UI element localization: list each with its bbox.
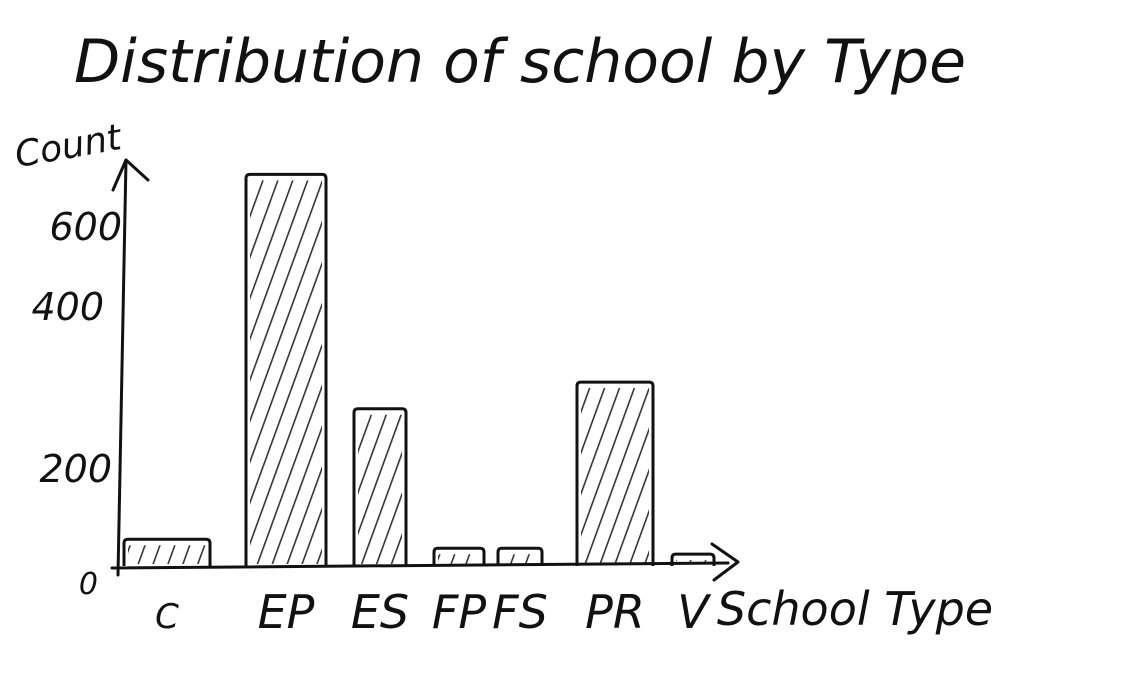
x-tick-label-ep: EP — [258, 585, 315, 639]
x-tick-label-fs: FS — [492, 585, 548, 639]
y-tick-label-0: 0 — [79, 567, 98, 602]
bar-c — [122, 537, 212, 566]
y-axis-arrowhead — [111, 158, 150, 192]
y-axis-label: Count — [12, 117, 126, 176]
bar-outline — [432, 546, 486, 566]
bars — [122, 172, 716, 566]
bar-hatch-fill — [502, 554, 538, 564]
bar-outline — [244, 172, 328, 566]
x-axis-label: School Type — [717, 582, 993, 636]
bar-hatch-fill — [581, 388, 649, 564]
y-tick-label-600: 600 — [49, 205, 122, 249]
x-tick-label-c: C — [155, 597, 179, 637]
chart-title: Distribution of school by Type — [74, 27, 966, 97]
bar-fs — [496, 546, 544, 566]
bar-outline — [496, 546, 544, 566]
bar-fp — [432, 546, 486, 566]
x-tick-label-es: ES — [351, 585, 409, 639]
bar-hatch-fill — [358, 414, 402, 564]
bar-v — [670, 552, 716, 566]
bar-ep — [244, 172, 328, 566]
bar-es — [352, 407, 408, 566]
y-axis-line — [116, 158, 128, 577]
bar-hatch-fill — [438, 554, 480, 564]
bar-outline — [670, 552, 716, 566]
y-tick-label-200: 200 — [39, 447, 112, 491]
y-axis-tick-labels: 0 200 400 600 — [31, 205, 122, 602]
x-axis-tick-labels: C EP ES FP FS PR V — [155, 585, 712, 639]
bar-outline — [575, 380, 655, 566]
bar-hatch-fill — [250, 180, 322, 564]
bar-outline — [352, 407, 408, 566]
bar-hatch-fill — [128, 545, 206, 564]
bar-pr — [575, 380, 655, 566]
x-axis-arrowhead — [710, 542, 740, 582]
x-tick-label-pr: PR — [585, 585, 645, 639]
x-tick-label-v: V — [677, 585, 712, 639]
y-tick-label-400: 400 — [31, 285, 104, 329]
bar-outline — [122, 537, 212, 566]
bar-hatch-fill — [676, 560, 710, 564]
x-tick-label-fp: FP — [432, 585, 486, 639]
